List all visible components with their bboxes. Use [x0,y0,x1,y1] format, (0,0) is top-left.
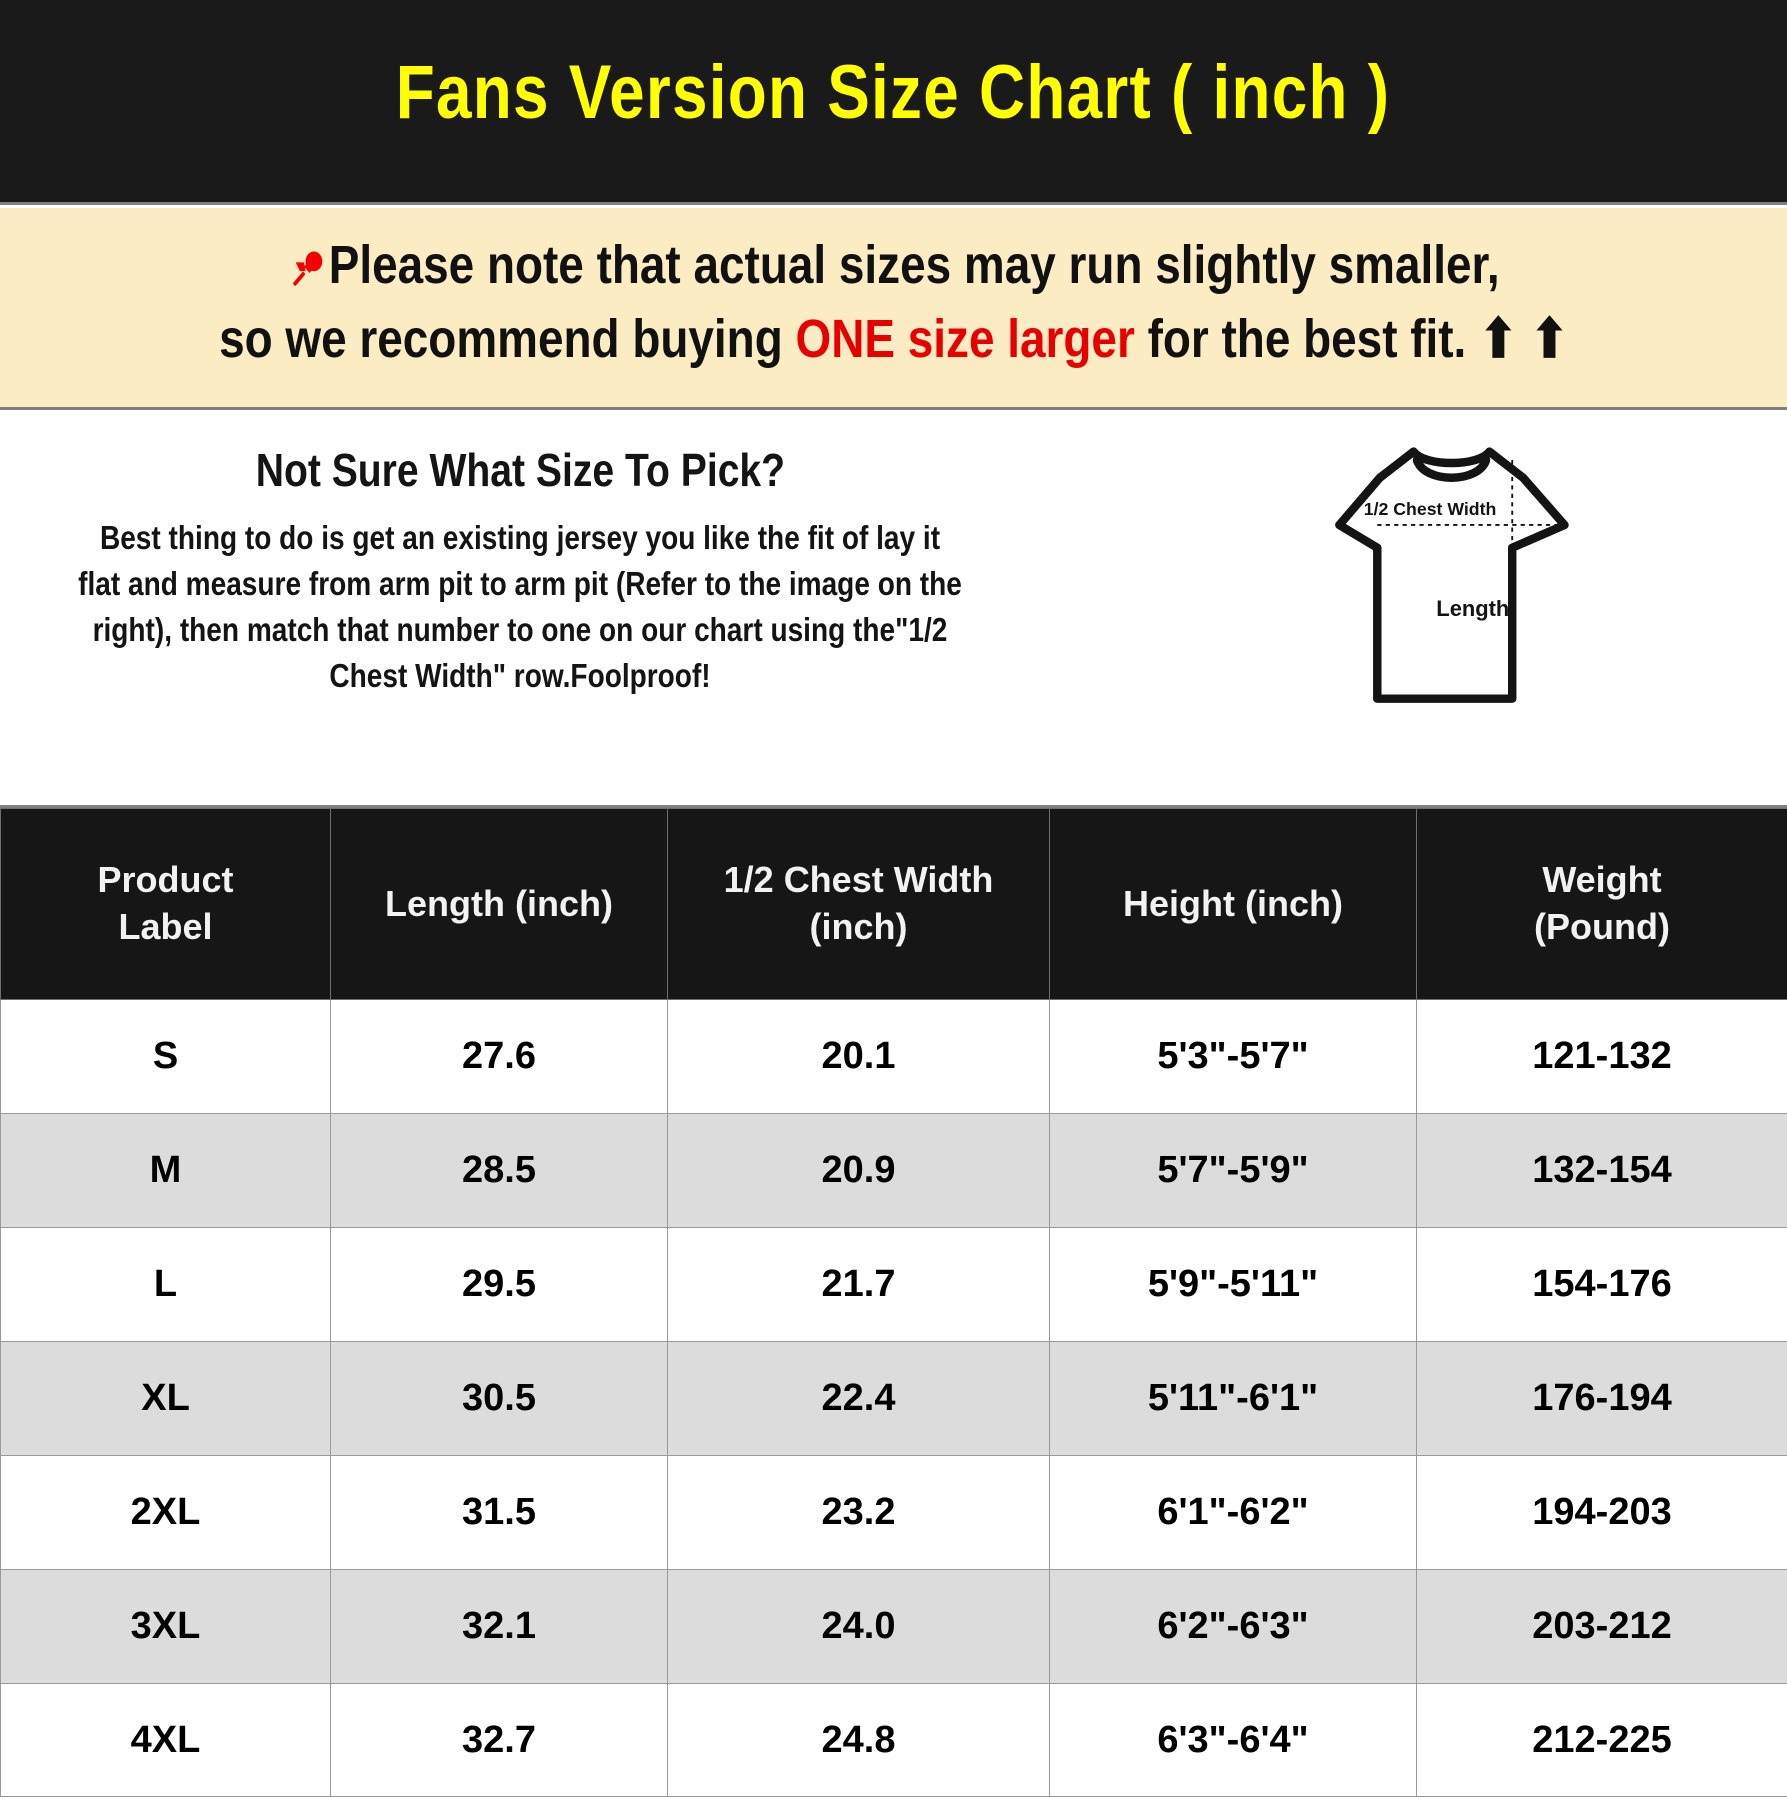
svg-text:1/2 Chest Width: 1/2 Chest Width [1364,499,1497,519]
svg-text:Length: Length [1436,596,1509,621]
